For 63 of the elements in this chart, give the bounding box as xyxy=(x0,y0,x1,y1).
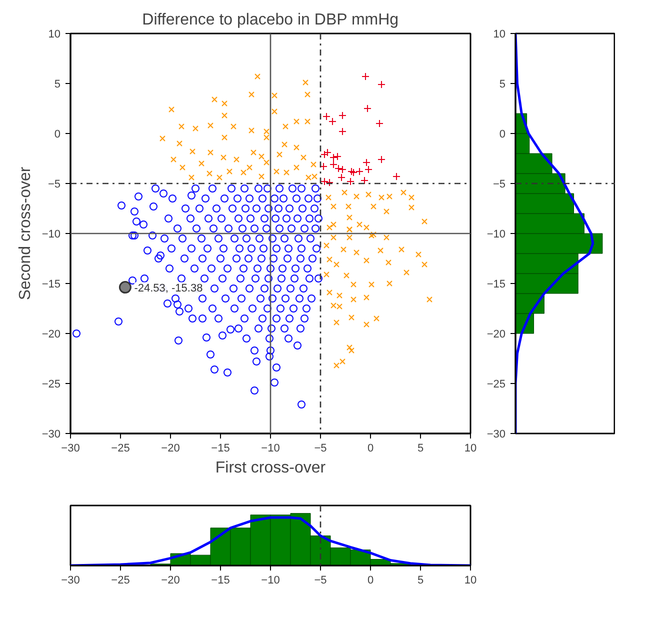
y-tick-label: −25 xyxy=(486,378,506,390)
y-tick-label: −15 xyxy=(486,278,506,290)
y-tick-label: −5 xyxy=(48,178,61,190)
x-tick-label: −10 xyxy=(261,442,280,454)
x-tick-label: −15 xyxy=(211,574,230,586)
x-tick-label: 0 xyxy=(367,442,374,454)
x-tick-label: −15 xyxy=(211,442,230,454)
x-tick-label: −5 xyxy=(314,442,327,454)
x-tick-label: −20 xyxy=(161,574,180,586)
y-tick-label: 5 xyxy=(499,78,506,90)
x-tick-label: −10 xyxy=(261,574,280,586)
y-tick-label: 10 xyxy=(493,28,506,40)
point xyxy=(334,164,342,172)
y-axis-title: Second cross-over xyxy=(16,166,34,300)
point xyxy=(378,156,386,164)
x-tick-label: −20 xyxy=(161,442,180,454)
y-tick-label: 10 xyxy=(48,28,61,40)
point xyxy=(392,172,400,180)
point xyxy=(328,118,336,126)
y-tick-label: −20 xyxy=(42,328,61,340)
y-tick-label: 5 xyxy=(54,78,61,90)
point xyxy=(348,168,356,176)
point xyxy=(362,158,370,166)
point xyxy=(362,72,370,80)
point xyxy=(330,154,338,162)
x-tick-label: −25 xyxy=(111,442,130,454)
x-tick-label: 0 xyxy=(367,574,374,586)
point xyxy=(364,166,372,174)
y-tick-label: 0 xyxy=(499,128,506,140)
point xyxy=(322,112,330,120)
point xyxy=(338,166,346,174)
point xyxy=(360,176,368,184)
point xyxy=(338,128,346,136)
y-tick-label: −5 xyxy=(492,178,506,190)
y-tick-label: −30 xyxy=(486,428,506,440)
y-tick-label: −10 xyxy=(42,228,61,240)
x-axis-title: First cross-over xyxy=(215,460,326,476)
x-tick-label: 5 xyxy=(417,442,424,454)
point xyxy=(330,160,338,168)
y-tick-label: −20 xyxy=(486,328,506,340)
point xyxy=(346,178,354,186)
point xyxy=(338,174,346,182)
point xyxy=(326,178,334,186)
x-tick-label: −25 xyxy=(111,574,130,586)
annotation: -24.53, -15.38 xyxy=(134,282,203,294)
point xyxy=(334,152,342,160)
x-tick-label: 10 xyxy=(464,442,477,454)
point xyxy=(356,168,364,176)
x-tick-label: 5 xyxy=(417,574,424,586)
point xyxy=(350,168,358,176)
point xyxy=(364,104,372,112)
x-tick-label: −5 xyxy=(314,574,327,586)
point xyxy=(376,120,384,128)
x-tick-label: 10 xyxy=(464,574,477,586)
point xyxy=(378,80,386,88)
chart-title: Difference to placebo in DBP mmHg xyxy=(142,12,399,28)
y-tick-label: −25 xyxy=(42,378,61,390)
y-tick-label: −10 xyxy=(486,228,506,240)
point xyxy=(338,112,346,120)
y-tick-label: 0 xyxy=(54,128,61,140)
y-tick-label: −30 xyxy=(42,428,61,440)
y-tick-label: −15 xyxy=(42,278,61,290)
point xyxy=(320,178,328,186)
